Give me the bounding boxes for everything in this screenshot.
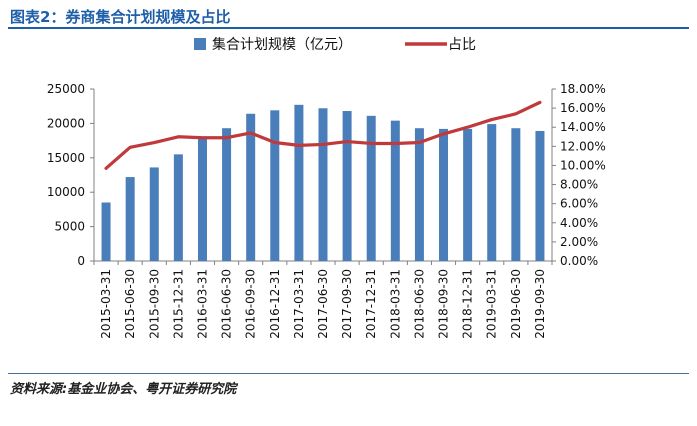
- bar: [463, 128, 473, 261]
- bar: [197, 138, 207, 261]
- bar: [173, 154, 183, 261]
- bar: [101, 202, 111, 261]
- bar: [366, 115, 376, 261]
- bar: [439, 128, 449, 261]
- ratio-point: [491, 119, 493, 121]
- x-tick-label: 2016-06-30: [220, 269, 234, 339]
- x-tick-label: 2016-03-31: [195, 269, 209, 339]
- ratio-point: [129, 146, 131, 148]
- ratio-point: [418, 142, 420, 144]
- x-tick-label: 2019-06-30: [509, 269, 523, 339]
- ratio-point: [226, 137, 228, 139]
- ratio-point: [105, 167, 107, 169]
- bar: [318, 108, 328, 261]
- bars: [101, 104, 545, 262]
- bar: [149, 167, 159, 261]
- bar: [270, 110, 280, 261]
- ratio-point: [394, 142, 396, 144]
- x-tick-label: 2017-03-31: [292, 269, 306, 339]
- y-right-tick-label: 16.00%: [560, 101, 606, 115]
- y-right-tick-label: 14.00%: [560, 120, 606, 134]
- bar: [414, 128, 424, 261]
- ratio-point: [322, 143, 324, 145]
- x-tick-label: 2018-09-30: [437, 269, 451, 339]
- ratio-point: [177, 136, 179, 138]
- ratio-point: [153, 142, 155, 144]
- ratio-point: [250, 132, 252, 134]
- x-tick-label: 2016-12-31: [268, 269, 282, 339]
- bar: [487, 124, 497, 261]
- source-rule: [8, 373, 689, 374]
- legend-bar-swatch: [194, 38, 206, 50]
- y-right-tick-label: 8.00%: [560, 178, 598, 192]
- figure-title: 图表2：券商集合计划规模及占比: [10, 8, 231, 26]
- source-note: 资料来源:基金业协会、粤开证券研究院: [10, 382, 237, 397]
- x-tick-label: 2015-06-30: [123, 269, 137, 339]
- y-left-tick-label: 15000: [47, 151, 85, 165]
- y-right-tick-label: 2.00%: [560, 235, 598, 249]
- x-tick-label: 2018-12-31: [461, 269, 475, 339]
- ratio-point: [201, 137, 203, 139]
- y-right-tick-label: 0.00%: [560, 254, 598, 268]
- tick-labels: 0 5000 10000 15000 20000 25000 0.00% 2.00% 4.00%…: [47, 82, 606, 339]
- bar: [390, 120, 400, 261]
- ratio-point: [346, 141, 348, 143]
- bar: [294, 104, 304, 261]
- ratio-point: [298, 144, 300, 146]
- y-left-tick-label: 0: [77, 254, 85, 268]
- y-left-tick-label: 10000: [47, 185, 85, 199]
- x-tick-label: 2015-12-31: [171, 269, 185, 339]
- bar-line-chart: 集合计划规模（亿元） 占比 05000100001500020000250000…: [47, 36, 606, 339]
- bar: [125, 177, 135, 261]
- y-left-tick-label: 20000: [47, 116, 85, 130]
- ratio-point: [274, 142, 276, 144]
- y-right-tick-label: 12.00%: [560, 139, 606, 153]
- y-left-tick-label: 5000: [54, 220, 85, 234]
- bar: [511, 128, 521, 261]
- x-tick-label: 2019-09-30: [533, 269, 547, 339]
- ratio-line: [104, 100, 542, 170]
- y-right-tick-label: 10.00%: [560, 158, 606, 172]
- bar: [222, 128, 232, 261]
- x-tick-label: 2017-12-31: [364, 269, 378, 339]
- x-tick-label: 2019-03-31: [485, 269, 499, 339]
- y-right-tick-label: 6.00%: [560, 197, 598, 211]
- y-left-tick-label: 25000: [47, 82, 85, 96]
- x-tick-label: 2018-03-31: [388, 269, 402, 339]
- x-tick-label: 2015-03-31: [99, 269, 113, 339]
- ratio-point: [443, 133, 445, 135]
- y-right-tick-label: 18.00%: [560, 82, 606, 96]
- x-tick-label: 2017-09-30: [340, 269, 354, 339]
- x-tick-label: 2016-09-30: [244, 269, 258, 339]
- bar: [246, 113, 256, 261]
- legend: 集合计划规模（亿元） 占比: [194, 36, 476, 53]
- ratio-point: [515, 113, 517, 115]
- ratio-point: [539, 101, 541, 103]
- legend-bar-label: 集合计划规模（亿元）: [212, 36, 352, 53]
- bar: [535, 130, 545, 261]
- bar: [342, 111, 352, 262]
- y-right-tick-label: 4.00%: [560, 216, 598, 230]
- ratio-point: [370, 142, 372, 144]
- x-tick-label: 2015-09-30: [147, 269, 161, 339]
- ratio-point: [467, 126, 469, 128]
- title-rule: [8, 27, 689, 29]
- x-tick-label: 2017-06-30: [316, 269, 330, 339]
- legend-line-label: 占比: [448, 37, 476, 53]
- x-tick-label: 2018-06-30: [412, 269, 426, 339]
